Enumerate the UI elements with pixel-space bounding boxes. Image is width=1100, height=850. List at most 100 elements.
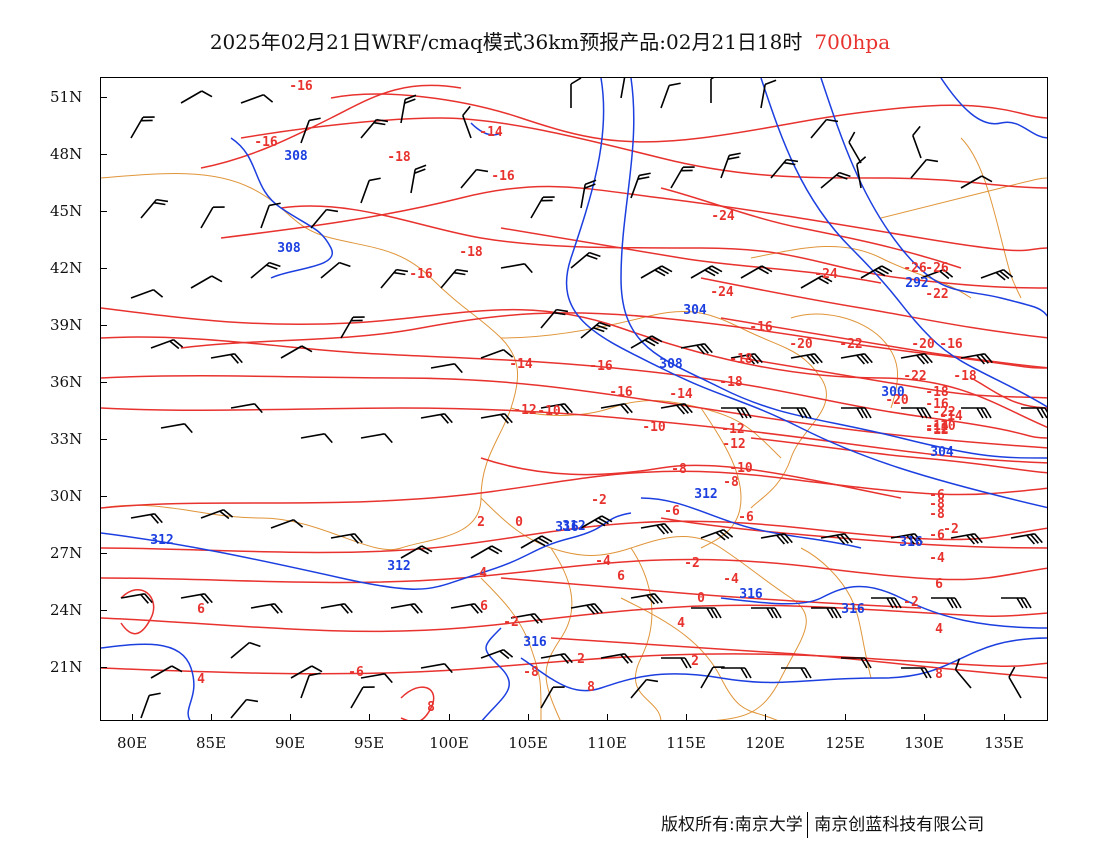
temperature-label: -22: [839, 337, 862, 352]
height-contour: [760, 78, 1047, 408]
wind-barbs: [120, 78, 1047, 719]
height-label: 316: [739, 587, 763, 602]
wind-barb: [961, 407, 992, 419]
height-contour: [101, 643, 195, 720]
temperature-contour: [101, 604, 1047, 633]
temperature-label: -16: [409, 267, 433, 282]
wind-barb: [781, 407, 812, 419]
temperature-label: 4: [197, 672, 205, 687]
wind-barb: [720, 152, 741, 179]
wind-barb: [856, 156, 867, 189]
lat-label: 51N: [50, 88, 83, 106]
wind-barb: [420, 663, 453, 674]
wind-barb: [200, 206, 225, 229]
wind-barb: [300, 672, 321, 699]
wind-barb: [250, 261, 281, 279]
lon-label: 135E: [984, 734, 1024, 752]
temperature-contour: [660, 187, 962, 269]
wind-barb: [230, 641, 261, 659]
temperature-contour: [101, 558, 1047, 584]
temperature-label: 6: [480, 599, 488, 614]
lon-tick: [924, 714, 925, 721]
wind-barb: [480, 349, 514, 359]
temperature-label: -18: [387, 150, 411, 165]
temperature-contour: [101, 407, 1047, 464]
height-label: 316: [555, 520, 579, 535]
temperature-label: 0: [515, 515, 523, 530]
border-line: [800, 547, 872, 679]
lon-tick: [765, 714, 766, 721]
lon-tick: [1004, 714, 1005, 721]
temperature-label: -10: [729, 461, 753, 476]
contour-labels: -16-16-18-16-14-16-18-16-14-12-16-18-20-…: [150, 79, 977, 715]
wind-barb: [300, 117, 321, 144]
wind-barb: [960, 353, 993, 365]
wind-barb: [150, 665, 183, 679]
lat-tick: [100, 496, 107, 497]
lat-label: 27N: [50, 544, 83, 562]
temperature-label: -2: [684, 556, 700, 571]
wind-barb: [710, 78, 715, 103]
wind-barb: [810, 118, 839, 139]
temperature-contour: [500, 227, 882, 284]
wind-barb: [380, 268, 409, 289]
wind-barb: [730, 353, 763, 365]
height-contour: [520, 637, 1047, 692]
wind-barb: [120, 593, 153, 604]
wind-barb: [640, 265, 673, 279]
temperature-contour: [101, 653, 1047, 675]
border-line: [750, 245, 972, 299]
wind-barb: [721, 667, 752, 679]
temperature-contour: [550, 637, 1047, 679]
wind-barb: [280, 345, 313, 359]
temperature-contour: [480, 457, 902, 499]
wind-barb: [800, 275, 833, 289]
wind-barb: [620, 78, 637, 99]
height-contour: [101, 512, 632, 590]
wind-barb: [840, 353, 873, 365]
wind-barb: [462, 105, 472, 139]
height-label: 304: [930, 445, 954, 460]
wind-barb: [1001, 597, 1032, 609]
lon-label: 115E: [666, 734, 706, 752]
temperature-label: -8: [523, 665, 539, 680]
wind-barb: [660, 82, 681, 109]
temperature-contour: [750, 437, 1047, 474]
temperature-contour: [660, 517, 1047, 549]
height-label: 304: [683, 303, 707, 318]
lon-label: 120E: [745, 734, 785, 752]
lon-tick: [369, 714, 370, 721]
lat-label: 21N: [50, 658, 83, 676]
wind-barb: [670, 166, 695, 189]
temperature-label: -6: [929, 488, 945, 503]
height-label: 308: [277, 241, 301, 256]
wind-barb: [630, 593, 663, 605]
temperature-contour: [400, 686, 435, 720]
wind-barb: [140, 198, 169, 219]
temperature-label: -6: [348, 665, 364, 680]
temperature-label: -12: [925, 422, 948, 437]
temperature-label: -16: [491, 169, 515, 184]
wind-barb: [160, 423, 193, 434]
map-canvas: -16-16-18-16-14-16-18-16-14-12-16-18-20-…: [101, 78, 1047, 720]
temperature-contours: [101, 84, 1047, 720]
temperature-label: 4: [935, 622, 943, 637]
lon-tick: [132, 714, 133, 721]
wind-barb: [661, 657, 692, 669]
temperature-label: 6: [617, 569, 625, 584]
wind-barb: [630, 172, 651, 199]
wind-barb: [450, 603, 483, 614]
wind-barb: [570, 603, 603, 615]
lat-label: 48N: [50, 145, 83, 163]
border-line: [960, 137, 1022, 299]
lon-label: 105E: [508, 734, 548, 752]
height-label: 308: [284, 149, 308, 164]
border-line: [480, 577, 542, 720]
wind-barb: [190, 275, 223, 289]
temperature-label: -16: [254, 135, 278, 150]
lon-label: 100E: [429, 734, 469, 752]
wind-barb: [540, 308, 569, 329]
temperature-label: -8: [671, 462, 687, 477]
temperature-label: -14: [925, 419, 949, 434]
temperature-contour: [101, 336, 1047, 439]
